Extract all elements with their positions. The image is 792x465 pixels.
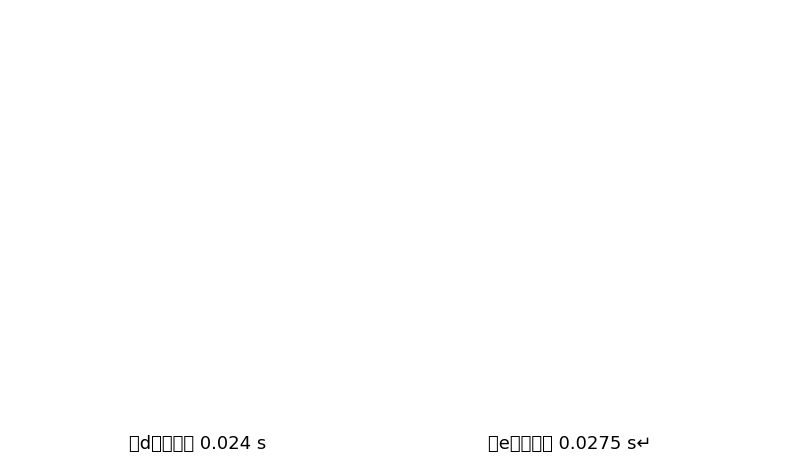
Text: （d）填充第 0.024 s: （d）填充第 0.024 s xyxy=(129,435,267,453)
Text: （e）填充第 0.0275 s↵: （e）填充第 0.0275 s↵ xyxy=(489,435,652,453)
